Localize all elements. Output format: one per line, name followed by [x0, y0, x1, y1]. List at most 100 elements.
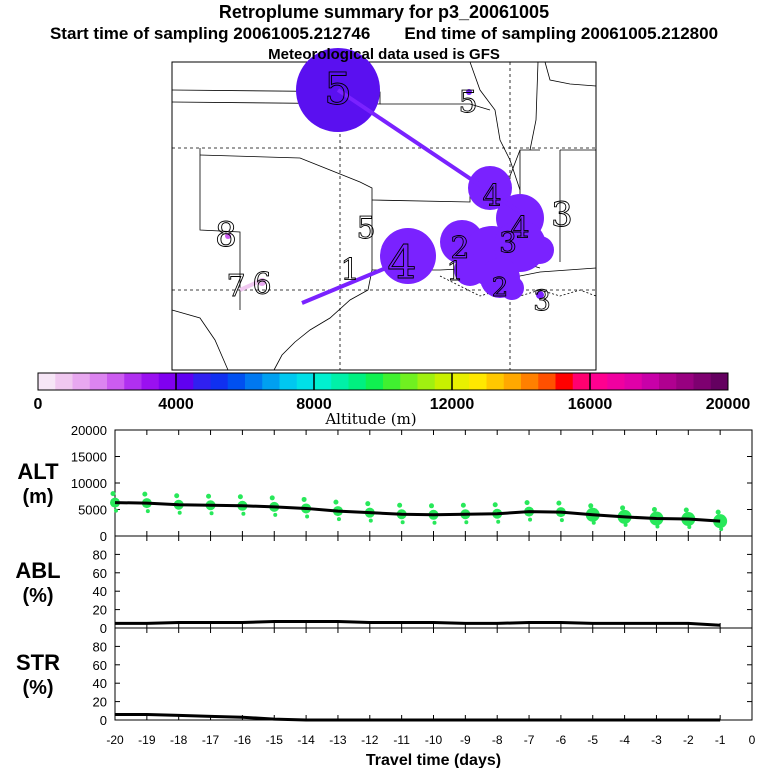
- altitude-point: [209, 511, 214, 516]
- altitude-point: [591, 520, 596, 525]
- colorbar-swatch: [314, 373, 332, 390]
- y-tick-label: 0: [100, 621, 107, 636]
- x-tick-label: -7: [524, 733, 535, 747]
- sampling-times: Start time of sampling 20061005.212746 En…: [0, 24, 768, 44]
- altitude-point: [460, 502, 466, 508]
- day-label: 4: [482, 179, 501, 214]
- x-tick-label: -8: [492, 733, 503, 747]
- colorbar-swatch: [279, 373, 298, 390]
- colorbar-swatch: [469, 373, 487, 390]
- colorbar-swatch: [210, 373, 229, 390]
- x-tick-label: -12: [361, 733, 379, 747]
- colorbar-swatch: [572, 373, 591, 390]
- colorbar-swatch: [624, 373, 643, 390]
- y-tick-label: 60: [93, 658, 107, 673]
- colorbar-swatch: [296, 373, 315, 390]
- x-tick-label: -19: [138, 733, 156, 747]
- altitude-point: [273, 512, 278, 517]
- altitude-point: [365, 501, 371, 507]
- x-tick-label: -14: [297, 733, 315, 747]
- altitude-point: [464, 520, 469, 525]
- x-tick-label: -16: [234, 733, 252, 747]
- x-tick-label: -13: [329, 733, 347, 747]
- panel-frame: [114, 627, 753, 721]
- y-tick-label: 60: [93, 566, 107, 581]
- x-tick-label: -11: [393, 733, 410, 747]
- plume-path: [239, 88, 522, 305]
- x-tick-label: -3: [651, 733, 662, 747]
- chart-title: Retroplume summary for p3_20061005: [218, 2, 550, 22]
- colorbar-swatch: [521, 373, 539, 390]
- colorbar-frame: [37, 372, 729, 391]
- altitude-point: [651, 507, 657, 513]
- altitude-point: [715, 509, 721, 515]
- colorbar-swatch: [538, 373, 556, 390]
- altitude-colorbar: 0 4000 8000 12000 16000 20000 Altitude (m): [34, 372, 751, 428]
- altitude-point: [305, 514, 310, 519]
- panel-label: STR: [16, 650, 60, 675]
- altitude-point: [206, 493, 212, 499]
- colorbar-swatch: [486, 373, 505, 390]
- colorbar-swatch: [693, 373, 712, 390]
- end-time-label: End time of sampling 20061005.212800: [404, 24, 719, 43]
- altitude-point: [559, 518, 564, 523]
- day-label: 3: [499, 226, 517, 259]
- series-line: [115, 620, 721, 627]
- y-tick-label: 0: [100, 529, 107, 544]
- colorbar-swatch: [141, 373, 160, 390]
- altitude-point: [114, 508, 118, 513]
- plume-marker: [526, 236, 554, 264]
- day-label: 3: [533, 284, 551, 317]
- x-tick-label: -2: [683, 733, 694, 747]
- altitude-point: [683, 507, 689, 513]
- colorbar-swatch: [107, 373, 125, 390]
- x-tick-label: -1: [715, 733, 726, 747]
- colorbar-tick-label: 8000: [296, 396, 332, 413]
- colorbar-swatch: [676, 373, 694, 390]
- colorbar-swatch: [38, 373, 56, 390]
- x-tick-label: -17: [202, 733, 220, 747]
- colorbar-swatch: [348, 373, 367, 390]
- plume-path-west: [301, 256, 411, 305]
- day-label: 5: [458, 85, 477, 120]
- x-tick-label: -15: [266, 733, 284, 747]
- altitude-point: [655, 524, 660, 529]
- altitude-point: [620, 505, 626, 511]
- x-tick-label: -5: [587, 733, 598, 747]
- day-label: 5: [356, 211, 375, 246]
- altitude-point: [528, 517, 533, 522]
- day-label: 2: [492, 273, 509, 303]
- altitude-point: [142, 491, 148, 497]
- altitude-point: [687, 525, 692, 530]
- colorbar-tick-label: 20000: [706, 396, 751, 413]
- colorbar-swatch: [400, 373, 418, 390]
- altitude-point: [241, 511, 246, 516]
- altitude-point: [400, 520, 405, 525]
- plume-marker: [500, 276, 524, 300]
- colorbar-swatch: [503, 373, 522, 390]
- day-label: 6: [252, 267, 271, 302]
- panel-abl: 0 20 40 60 80 ABL(%): [15, 535, 753, 636]
- colorbar-swatch: [417, 373, 436, 390]
- panel-alt: 0 5000 10000 15000 20000 ALT(m): [17, 423, 753, 544]
- day-label: 2: [450, 231, 469, 266]
- colorbar-swatch: [555, 373, 574, 390]
- colorbar-swatch: [176, 373, 194, 390]
- altitude-point: [496, 519, 501, 524]
- panel-unit: (m): [22, 486, 53, 508]
- meteorological-data-label: Meteorological data used is GFS: [268, 46, 500, 63]
- x-tick-label: -18: [170, 733, 188, 747]
- colorbar-swatch: [245, 373, 263, 390]
- panel-unit: (%): [22, 677, 53, 699]
- x-tick-label: -20: [106, 733, 124, 747]
- altitude-point: [269, 495, 275, 501]
- colorbar-swatch: [227, 373, 246, 390]
- day-label: 5: [324, 64, 352, 115]
- colorbar-swatch: [262, 373, 280, 390]
- y-tick-label: 40: [93, 676, 107, 691]
- y-tick-label: 10000: [71, 476, 107, 491]
- day-label: 7: [226, 269, 245, 304]
- x-tick-label: -4: [619, 733, 630, 747]
- time-series-panels: 05000100001500020000ALT(m)020406080ABL(%…: [15, 423, 755, 768]
- altitude-point: [368, 518, 373, 523]
